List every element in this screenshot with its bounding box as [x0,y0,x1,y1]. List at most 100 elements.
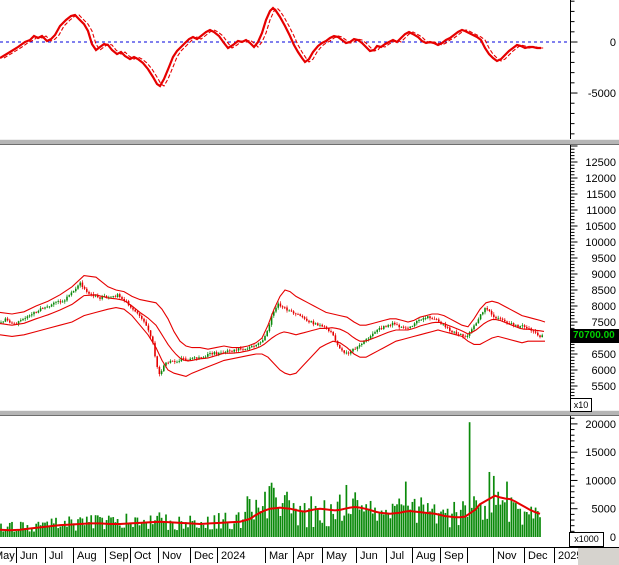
x-axis-separator [524,548,525,563]
volume-bar [286,491,288,538]
volume-bar [110,517,112,538]
candle-body [268,324,271,332]
candle-body [59,301,62,303]
candle-body [248,347,251,349]
candle-body [90,293,92,295]
x-axis-separator [130,548,131,563]
candle-body [77,285,79,289]
candle-body [297,314,299,315]
candle-body [196,357,198,359]
volume-bar [191,521,194,538]
volume-bar [92,528,95,538]
candle-body [317,323,319,326]
volume-bar [26,525,29,538]
candle-body [33,312,35,315]
volume-bar [2,531,5,538]
candle-body [26,316,29,319]
volume-bar [72,523,75,538]
candle-body [515,324,517,326]
bollinger-middle-band [0,294,545,362]
candle-body [231,351,233,353]
volume-bar [290,513,293,538]
x-axis-label: May [326,550,347,562]
candle-body [275,307,277,312]
candle-body [57,301,59,302]
candle-body [213,352,216,355]
candle-body [385,326,387,327]
candle-body [391,322,394,326]
candle-body [134,309,136,312]
volume-bar [453,501,456,538]
candle-body [39,308,42,311]
volume-bar [200,522,203,538]
candle-body [145,321,147,326]
candle-body [499,317,502,319]
candle-body [409,326,411,329]
candle-body [204,356,207,358]
candle-body [334,335,337,341]
candle-body [394,322,396,325]
candle-body [429,316,431,319]
volume-bar [288,500,291,538]
candle-body [460,334,462,335]
volume-bar [123,527,126,538]
y-axis-tick-label: -5000 [588,88,616,100]
volume-bar [517,508,519,538]
y-axis-tick-label: 12000 [585,173,616,185]
volume-bar [420,497,423,538]
candle-body [512,323,515,326]
x-axis-separator [158,548,159,563]
panel-splitter-top[interactable] [0,139,619,145]
volume-bar [433,504,436,538]
candle-body [132,307,134,310]
volume-bar [303,503,306,538]
volume-bar [116,519,119,538]
volume-bar [338,494,341,538]
volume-bar [492,475,495,538]
candle-body [361,343,363,345]
candle-body [141,315,143,319]
x-axis-separator [554,548,555,563]
volume-bar [462,501,464,538]
candle-body [284,307,286,309]
candle-body [504,319,506,322]
y-axis-tick-label: 10500 [585,221,616,233]
candle-body [158,366,161,375]
oscillator-panel[interactable]: 0 -5000 [0,0,619,139]
volume-bar [387,513,390,538]
volume-bar [301,511,304,538]
price-panel[interactable]: 12500 12000 11500 11000 10500 10000 9500 9000 85… [0,145,619,410]
candle-body [519,326,521,328]
candle-body [160,371,163,375]
volume-bar [299,505,302,538]
volume-bar [228,528,231,538]
candle-body [79,282,81,286]
volume-bar [490,512,493,538]
candle-body [453,331,455,333]
volume-bar [380,510,383,538]
volume-bar [121,527,123,538]
volume-bar [316,508,319,538]
candle-body [435,319,438,320]
volume-bar [213,515,216,538]
x-axis-separator [322,548,323,563]
volume-bar [257,507,260,538]
volume-bar [149,515,152,538]
volume-bar [193,520,196,538]
candle-body [521,325,524,327]
panel-splitter-bottom[interactable] [0,410,619,416]
candle-body [497,317,499,319]
volume-bar [145,523,148,538]
volume-bar [250,511,253,538]
volume-bar [341,520,343,538]
x-axis-separator [412,548,413,563]
volume-bar [50,518,53,538]
candle-body [462,334,464,337]
candle-body [341,348,343,351]
candle-body [295,313,297,315]
volume-bar [231,529,233,538]
y-axis-tick-label: 6000 [592,365,616,377]
volume-bar [17,529,20,538]
volume-bar [279,515,282,538]
volume-panel[interactable]: 20000 15000 10000 5000 0 [0,416,619,547]
